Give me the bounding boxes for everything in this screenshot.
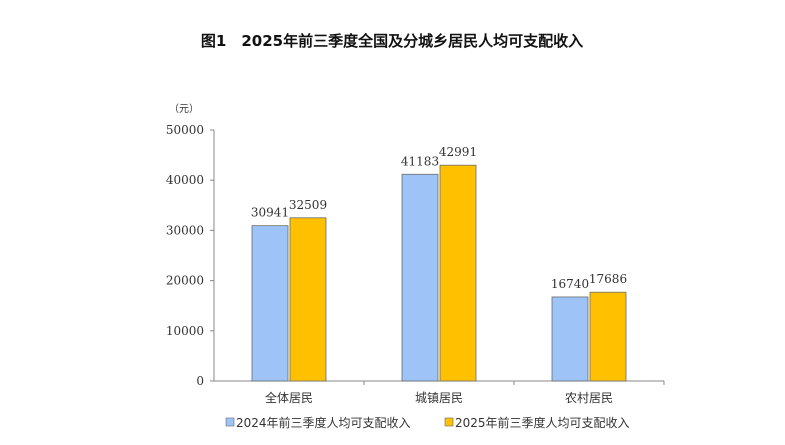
- x-axis-categories: 全体居民 城镇居民 农村居民: [265, 381, 665, 405]
- bar: [589, 291, 627, 382]
- bar: [251, 225, 289, 382]
- y-tick-label: 50000: [166, 123, 204, 137]
- legend-swatch: [444, 417, 454, 427]
- data-label: 32509: [289, 198, 327, 212]
- bar: [439, 164, 477, 382]
- data-label: 42991: [439, 145, 477, 159]
- legend-label: 2024年前三季度人均可支配收入: [236, 415, 411, 430]
- x-category-label: 农村居民: [565, 391, 613, 405]
- data-label: 41183: [401, 154, 439, 168]
- x-category-label: 城镇居民: [415, 391, 463, 405]
- y-tick-label: 40000: [166, 173, 204, 187]
- legend: 2024年前三季度人均可支配收入 2025年前三季度人均可支配收入: [225, 415, 630, 430]
- data-label: 16740: [551, 277, 589, 291]
- data-label: 30941: [251, 206, 289, 220]
- bar: [551, 296, 589, 382]
- legend-swatch: [225, 417, 235, 427]
- y-axis-unit-label: （元）: [169, 103, 199, 115]
- bar: [289, 217, 327, 382]
- x-category-label: 全体居民: [265, 390, 313, 405]
- bar: [401, 173, 439, 382]
- y-tick-label: 20000: [166, 274, 204, 288]
- bars: [251, 164, 627, 382]
- axes: [213, 130, 664, 382]
- y-tick-label: 0: [196, 374, 204, 388]
- chart-title: 图1 2025年前三季度全国及分城乡居民人均可支配收入: [201, 32, 583, 50]
- legend-label: 2025年前三季度人均可支配收入: [455, 415, 630, 430]
- y-tick-label: 30000: [166, 223, 204, 237]
- data-label: 17686: [589, 272, 627, 286]
- y-tick-label: 10000: [166, 324, 204, 338]
- y-axis-ticks: 0 10000 20000 30000 40000 50000: [166, 123, 214, 388]
